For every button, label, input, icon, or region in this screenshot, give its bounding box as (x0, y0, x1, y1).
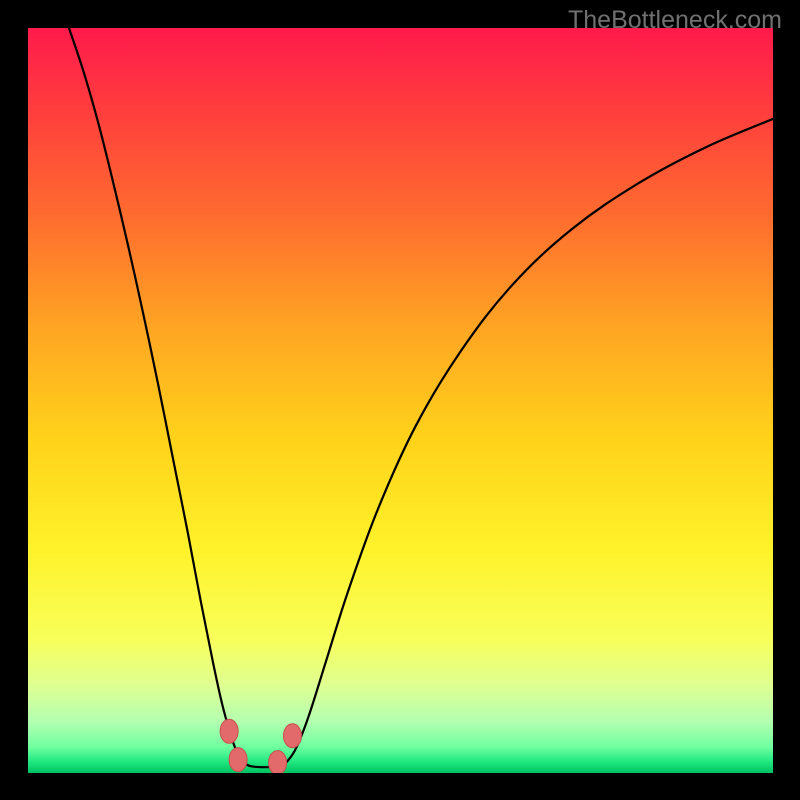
curve-marker-1 (229, 748, 247, 772)
gradient-background (28, 28, 773, 773)
chart-frame (28, 28, 773, 773)
curve-marker-2 (269, 751, 287, 773)
curve-marker-3 (283, 724, 301, 748)
bottleneck-curve-chart (28, 28, 773, 773)
curve-marker-0 (220, 719, 238, 743)
watermark-text: TheBottleneck.com (568, 6, 782, 35)
